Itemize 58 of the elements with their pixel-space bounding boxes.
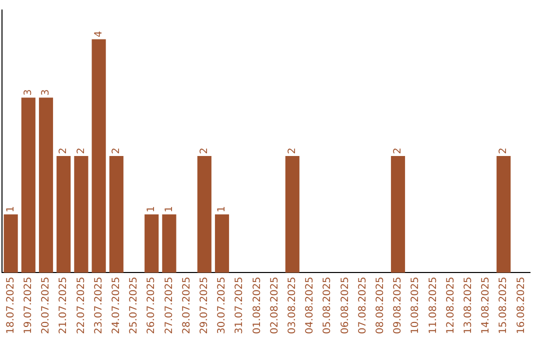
x-tick-label: 24.07.2025 xyxy=(110,276,122,334)
x-tick-label: 25.07.2025 xyxy=(128,276,140,334)
x-tick-label: 03.08.2025 xyxy=(286,276,298,334)
x-tick-label: 27.07.2025 xyxy=(164,276,175,334)
x-tick-label: 14.08.2025 xyxy=(480,276,492,334)
bar xyxy=(38,98,54,273)
x-tick-label: 30.07.2025 xyxy=(216,276,228,334)
x-tick-label: 10.08.2025 xyxy=(410,276,422,334)
data-label: 4 xyxy=(93,30,104,38)
x-tick-label: 01.08.2025 xyxy=(252,276,263,334)
x-tick-label: 18.07.2025 xyxy=(5,276,16,334)
bar xyxy=(162,214,176,273)
bar xyxy=(197,156,212,273)
x-tick-label: 05.08.2025 xyxy=(322,276,334,334)
data-label: 2 xyxy=(286,148,298,154)
data-label: 2 xyxy=(498,148,510,154)
x-tick-label: 28.07.2025 xyxy=(181,276,192,334)
x-tick-label: 29.07.2025 xyxy=(198,276,210,334)
data-label: 1 xyxy=(5,206,16,212)
data-label: 2 xyxy=(58,148,70,154)
bar xyxy=(56,156,71,273)
bar xyxy=(92,39,106,273)
bar xyxy=(214,214,230,273)
data-label: 1 xyxy=(216,206,228,212)
x-tick-label: 20.07.2025 xyxy=(40,276,52,334)
bar xyxy=(109,156,124,273)
x-tick-label: 26.07.2025 xyxy=(146,276,158,334)
data-label: 1 xyxy=(164,206,175,212)
x-tick-label: 07.08.2025 xyxy=(357,276,368,334)
data-label: 2 xyxy=(76,148,87,154)
x-tick-label: 13.08.2025 xyxy=(462,276,474,334)
data-label: 2 xyxy=(110,148,122,154)
x-tick-label: 09.08.2025 xyxy=(392,276,404,334)
bar xyxy=(4,214,18,273)
data-label: 2 xyxy=(198,148,210,154)
data-label: 3 xyxy=(22,89,34,96)
data-label: 1 xyxy=(146,206,158,212)
x-tick-label: 15.08.2025 xyxy=(498,276,510,334)
bar xyxy=(285,156,300,273)
x-tick-label: 31.07.2025 xyxy=(234,276,246,334)
x-tick-label: 04.08.2025 xyxy=(304,276,316,334)
bar xyxy=(496,156,511,273)
x-tick-label: 02.08.2025 xyxy=(269,276,280,334)
bar xyxy=(74,156,88,273)
x-tick-label: 12.08.2025 xyxy=(445,276,456,334)
x-tick-label: 21.07.2025 xyxy=(58,276,70,334)
data-label: 2 xyxy=(392,148,404,154)
x-tick-label: 11.08.2025 xyxy=(428,276,439,334)
bar xyxy=(390,156,406,273)
x-tick-label: 06.08.2025 xyxy=(340,276,351,334)
x-tick-label: 08.08.2025 xyxy=(374,276,386,334)
x-tick-label: 22.07.2025 xyxy=(76,276,87,334)
x-tick-label: 23.07.2025 xyxy=(93,276,104,334)
bar xyxy=(21,98,36,273)
x-tick-label: 16.08.2025 xyxy=(516,276,527,334)
bar xyxy=(144,214,159,273)
x-tick-label: 19.07.2025 xyxy=(22,276,34,334)
data-label: 3 xyxy=(40,89,52,96)
